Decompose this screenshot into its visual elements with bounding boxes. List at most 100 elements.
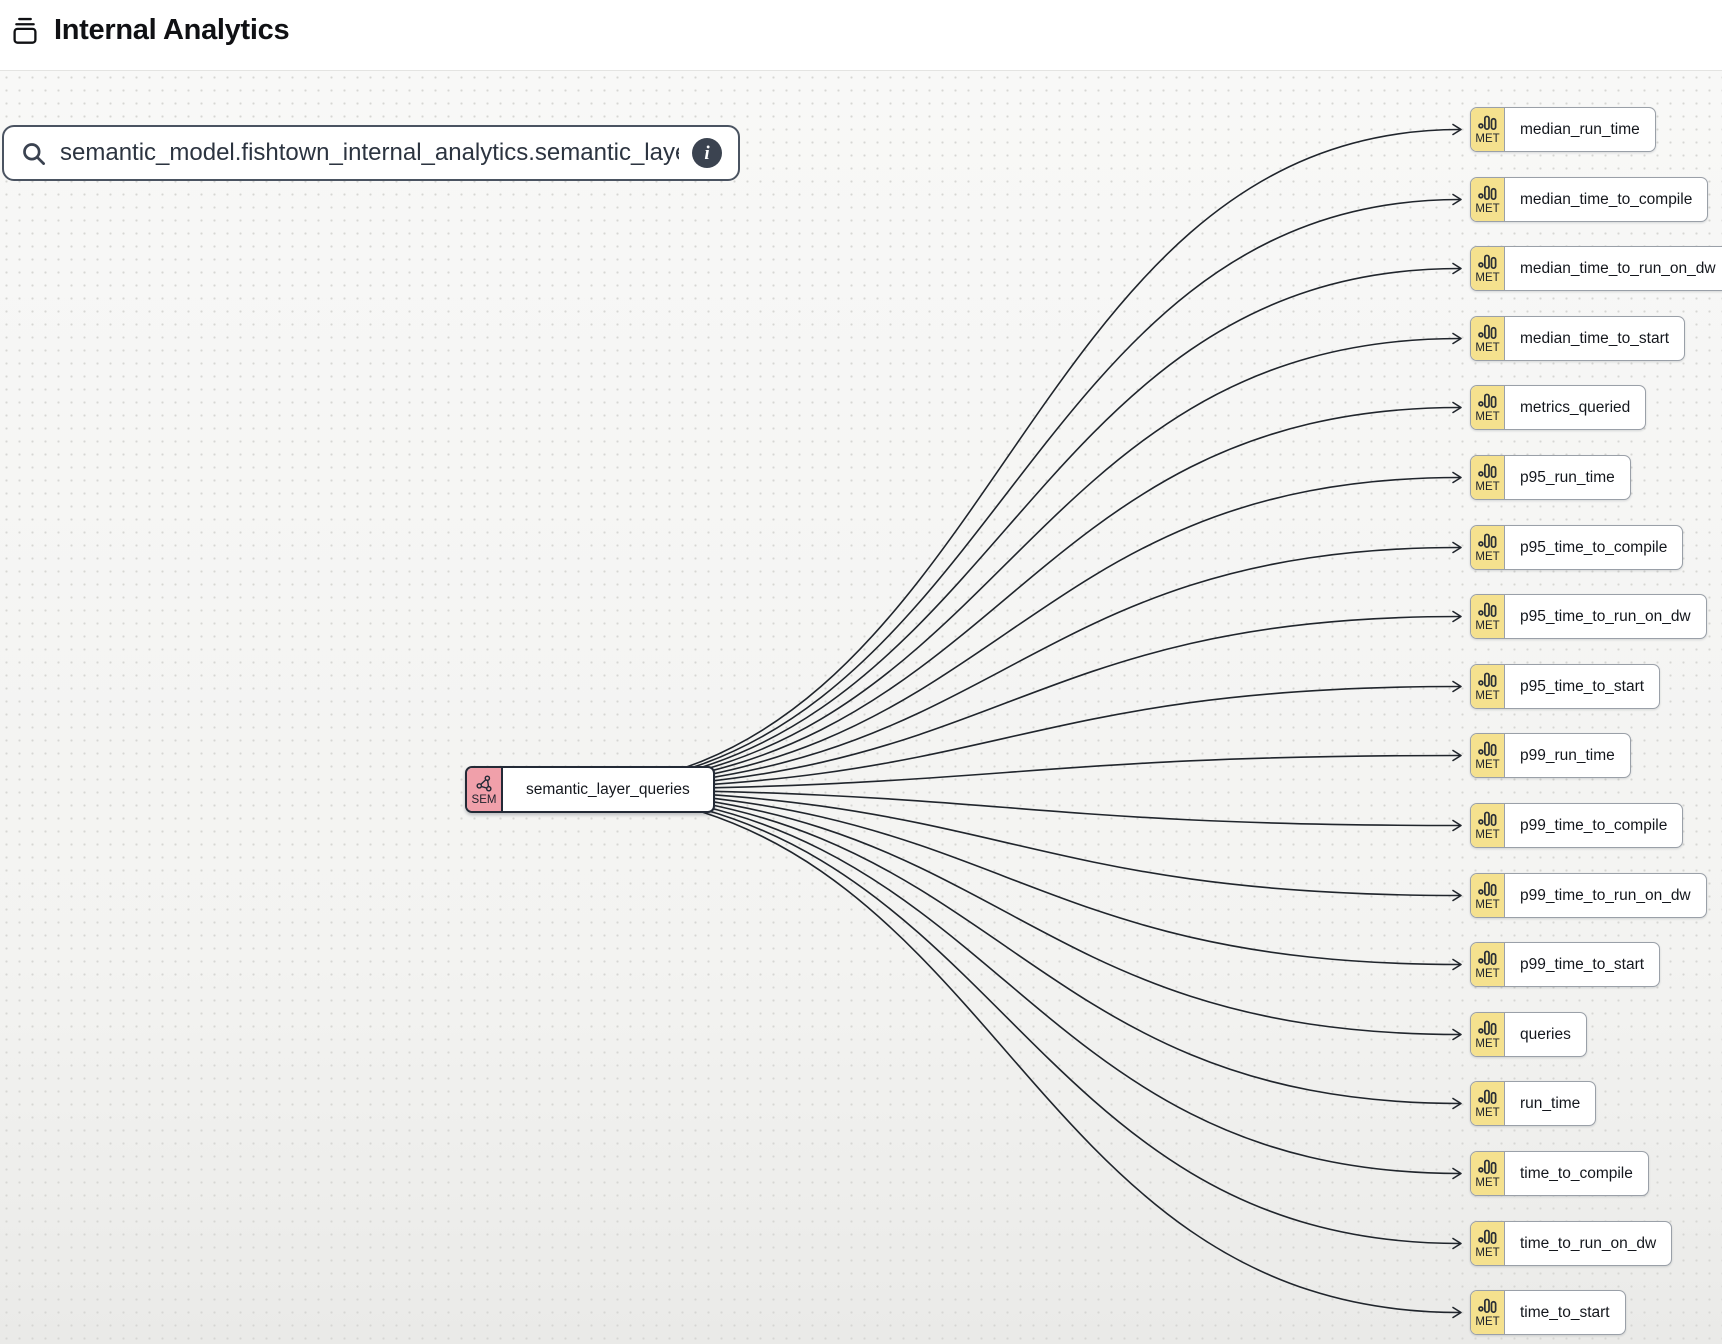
met-badge-label: MET bbox=[1475, 202, 1500, 215]
met-badge-label: MET bbox=[1475, 1037, 1500, 1050]
metric-node[interactable]: MET time_to_compile bbox=[1470, 1151, 1649, 1196]
metric-node[interactable]: MET p95_time_to_start bbox=[1470, 664, 1661, 709]
metric-node[interactable]: MET median_time_to_run_on_dw bbox=[1470, 246, 1722, 291]
metric-node[interactable]: MET p95_run_time bbox=[1470, 455, 1631, 500]
sem-badge-label: SEM bbox=[471, 793, 497, 806]
met-node-label: time_to_run_on_dw bbox=[1520, 1234, 1657, 1252]
met-node-label: median_time_to_run_on_dw bbox=[1520, 259, 1716, 277]
semantic-model-node[interactable]: SEM semantic_layer_queries bbox=[465, 766, 715, 813]
met-badge-label: MET bbox=[1475, 1176, 1500, 1189]
metric-node[interactable]: MET median_run_time bbox=[1470, 107, 1656, 152]
met-badge: MET bbox=[1471, 874, 1505, 917]
metric-icon bbox=[1477, 324, 1498, 341]
met-badge-label: MET bbox=[1475, 341, 1500, 354]
metric-node[interactable]: MET p95_time_to_compile bbox=[1470, 525, 1684, 570]
met-badge-label: MET bbox=[1475, 1315, 1500, 1328]
metric-node[interactable]: MET median_time_to_compile bbox=[1470, 177, 1709, 222]
semantic-model-icon bbox=[475, 774, 494, 793]
met-node-label: median_time_to_start bbox=[1520, 329, 1670, 347]
metric-node[interactable]: MET time_to_start bbox=[1470, 1290, 1626, 1335]
metric-node[interactable]: MET run_time bbox=[1470, 1081, 1597, 1126]
met-node-label: p95_time_to_run_on_dw bbox=[1520, 607, 1691, 625]
met-badge: MET bbox=[1471, 734, 1505, 777]
met-badge-label: MET bbox=[1475, 898, 1500, 911]
met-node-label: median_time_to_compile bbox=[1520, 190, 1693, 208]
info-icon[interactable]: i bbox=[692, 138, 722, 168]
metric-icon bbox=[1477, 1298, 1498, 1315]
met-badge: MET bbox=[1471, 386, 1505, 429]
met-node-label: p95_time_to_compile bbox=[1520, 538, 1668, 556]
met-badge: MET bbox=[1471, 247, 1505, 290]
met-badge-label: MET bbox=[1475, 480, 1500, 493]
met-badge: MET bbox=[1471, 595, 1505, 638]
met-badge-label: MET bbox=[1475, 689, 1500, 702]
metric-node[interactable]: MET metrics_queried bbox=[1470, 385, 1647, 430]
search-icon bbox=[20, 140, 47, 167]
met-node-label: p99_time_to_compile bbox=[1520, 816, 1668, 834]
met-badge-label: MET bbox=[1475, 132, 1500, 145]
metric-node[interactable]: MET median_time_to_start bbox=[1470, 316, 1686, 361]
met-badge-label: MET bbox=[1475, 410, 1500, 423]
met-badge: MET bbox=[1471, 456, 1505, 499]
metric-icon bbox=[1477, 533, 1498, 550]
met-node-label: p99_time_to_run_on_dw bbox=[1520, 886, 1691, 904]
met-node-label: time_to_compile bbox=[1520, 1164, 1633, 1182]
metric-icon bbox=[1477, 1159, 1498, 1176]
edge-layer bbox=[550, 123, 1462, 1319]
met-badge-label: MET bbox=[1475, 271, 1500, 284]
met-badge: MET bbox=[1471, 526, 1505, 569]
met-badge: MET bbox=[1471, 1291, 1505, 1334]
met-node-label: median_run_time bbox=[1520, 120, 1640, 138]
met-node-label: run_time bbox=[1520, 1094, 1581, 1112]
sem-node-label: semantic_layer_queries bbox=[526, 780, 690, 798]
met-badge-label: MET bbox=[1475, 1246, 1500, 1259]
met-node-label: p95_time_to_start bbox=[1520, 677, 1645, 695]
search-input[interactable] bbox=[60, 139, 679, 167]
metric-node[interactable]: MET p99_time_to_compile bbox=[1470, 803, 1684, 848]
met-badge: MET bbox=[1471, 1222, 1505, 1265]
metric-node[interactable]: MET p99_time_to_run_on_dw bbox=[1470, 873, 1707, 918]
met-badge: MET bbox=[1471, 1152, 1505, 1195]
app-header: Internal Analytics bbox=[0, 0, 1722, 71]
metric-icon bbox=[1477, 741, 1498, 758]
metric-icon bbox=[1477, 463, 1498, 480]
lineage-canvas[interactable]: i SEM semantic_layer_queries bbox=[0, 71, 1722, 1344]
met-badge-label: MET bbox=[1475, 550, 1500, 563]
metric-node[interactable]: MET time_to_run_on_dw bbox=[1470, 1221, 1673, 1266]
met-badge-label: MET bbox=[1475, 828, 1500, 841]
met-node-label: metrics_queried bbox=[1520, 398, 1631, 416]
metric-node[interactable]: MET queries bbox=[1470, 1012, 1587, 1057]
met-badge: MET bbox=[1471, 1082, 1505, 1125]
met-badge-label: MET bbox=[1475, 967, 1500, 980]
met-badge-label: MET bbox=[1475, 1106, 1500, 1119]
metric-icon bbox=[1477, 393, 1498, 410]
metric-node[interactable]: MET p99_run_time bbox=[1470, 733, 1631, 778]
met-badge: MET bbox=[1471, 665, 1505, 708]
metric-icon bbox=[1477, 672, 1498, 689]
met-badge: MET bbox=[1471, 1013, 1505, 1056]
project-archive-icon bbox=[10, 15, 40, 45]
met-node-label: queries bbox=[1520, 1025, 1571, 1043]
metric-node[interactable]: MET p95_time_to_run_on_dw bbox=[1470, 594, 1707, 639]
met-badge: MET bbox=[1471, 317, 1505, 360]
met-badge: MET bbox=[1471, 108, 1505, 151]
page-title: Internal Analytics bbox=[54, 13, 290, 46]
met-node-label: p99_run_time bbox=[1520, 746, 1615, 764]
metric-icon bbox=[1477, 1020, 1498, 1037]
metric-icon bbox=[1477, 1089, 1498, 1106]
metric-icon bbox=[1477, 254, 1498, 271]
metric-icon bbox=[1477, 811, 1498, 828]
met-badge-label: MET bbox=[1475, 619, 1500, 632]
metric-icon bbox=[1477, 115, 1498, 132]
metric-icon bbox=[1477, 950, 1498, 967]
met-node-label: p99_time_to_start bbox=[1520, 955, 1645, 973]
metric-icon bbox=[1477, 881, 1498, 898]
metric-icon bbox=[1477, 1229, 1498, 1246]
metric-icon bbox=[1477, 185, 1498, 202]
metric-node[interactable]: MET p99_time_to_start bbox=[1470, 942, 1661, 987]
met-badge: MET bbox=[1471, 804, 1505, 847]
metric-icon bbox=[1477, 602, 1498, 619]
met-badge: MET bbox=[1471, 178, 1505, 221]
met-badge-label: MET bbox=[1475, 758, 1500, 771]
sem-badge: SEM bbox=[467, 768, 503, 811]
